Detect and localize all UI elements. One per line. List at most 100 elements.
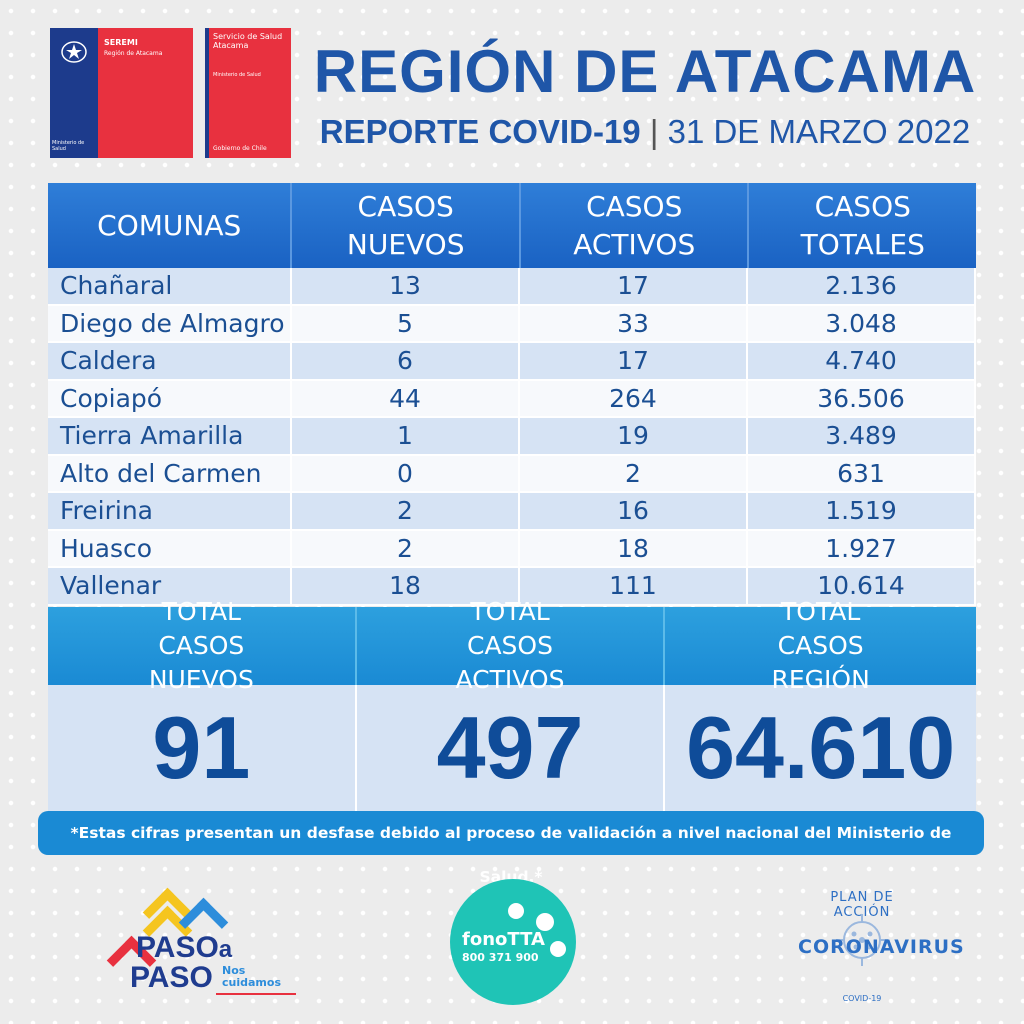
subtitle-separator: | [649, 113, 659, 150]
cell-nuevos: 2 [291, 493, 520, 531]
cell-activos: 33 [519, 305, 748, 343]
total-region-label: TOTAL CASOS REGIÓN [665, 597, 976, 694]
cell-activos: 18 [519, 530, 748, 568]
cell-comuna: Freirina [48, 493, 292, 531]
paso-a-paso-logo: PASOa PASO Nos cuidamos [106, 883, 306, 1003]
cell-nuevos: 2 [291, 530, 520, 568]
servicio-salud-logo: Servicio de Salud Atacama Ministerio de … [205, 28, 291, 158]
servicio-ministry: Ministerio de Salud [213, 72, 261, 78]
table-row: Copiapó 44 264 36.506 [48, 380, 977, 418]
cell-totales: 1.927 [748, 530, 977, 568]
cell-comuna: Diego de Almagro [48, 305, 292, 343]
nos-cuidamos: Nos cuidamos [222, 964, 281, 989]
cell-comuna: Alto del Carmen [48, 455, 292, 493]
paso-line1: PASOa [136, 931, 232, 965]
table-row: Vallenar 18 111 10.614 [48, 568, 977, 606]
cell-totales: 4.740 [748, 343, 977, 381]
cell-nuevos: 6 [291, 343, 520, 381]
person-icon [536, 913, 554, 931]
seremi-region: Región de Atacama [104, 50, 163, 57]
report-subtitle: REPORTE COVID-19 | 31 DE MARZO 2022 [300, 112, 990, 152]
total-nuevos-label-text: TOTAL CASOS NUEVOS [148, 597, 254, 694]
paso-word2: PASO [130, 961, 213, 994]
cell-totales: 36.506 [748, 380, 977, 418]
seremi-title: SEREMI [104, 38, 138, 47]
seremi-ministry: Ministerio de Salud [52, 140, 85, 152]
table-row: Freirina 2 16 1.519 [48, 493, 977, 531]
report-label: REPORTE COVID-19 [319, 113, 641, 150]
cell-comuna: Huasco [48, 530, 292, 568]
seremi-logo: Ministerio de Salud SEREMI Región de Ata… [50, 28, 193, 158]
cell-activos: 16 [519, 493, 748, 531]
header-casos-nuevos: CASOS NUEVOS [292, 183, 521, 268]
cell-activos: 17 [519, 268, 748, 306]
totals-panel: TOTAL CASOS NUEVOS TOTAL CASOS ACTIVOS T… [48, 597, 976, 811]
total-nuevos-label: TOTAL CASOS NUEVOS [48, 597, 357, 694]
cell-totales: 3.489 [748, 418, 977, 456]
fono-number: 800 371 900 [462, 951, 539, 964]
header-casos-nuevos-label: CASOS NUEVOS [346, 189, 465, 261]
table-header: COMUNAS CASOS NUEVOS CASOS ACTIVOS CASOS… [48, 183, 976, 268]
cell-activos: 264 [519, 380, 748, 418]
total-activos-label-text: TOTAL CASOS ACTIVOS [455, 597, 565, 694]
servicio-logo-bar [205, 28, 209, 158]
cell-nuevos: 44 [291, 380, 520, 418]
seremi-logo-red-panel: SEREMI Región de Atacama [98, 28, 193, 158]
total-region-label-text: TOTAL CASOS REGIÓN [771, 597, 870, 694]
cell-activos: 111 [519, 568, 748, 606]
phone-icon [508, 903, 524, 919]
cell-comuna: Tierra Amarilla [48, 418, 292, 456]
cell-comuna: Vallenar [48, 568, 292, 606]
cell-totales: 10.614 [748, 568, 977, 606]
corona-plan: PLAN DE ACCIÓN [830, 890, 894, 920]
cell-nuevos: 0 [291, 455, 520, 493]
cell-activos: 17 [519, 343, 748, 381]
hospital-icon [550, 941, 566, 957]
header-casos-activos-label: CASOS ACTIVOS [573, 189, 696, 261]
header-comunas: COMUNAS [48, 183, 293, 268]
table-row: Diego de Almagro 5 33 3.048 [48, 305, 977, 343]
cell-nuevos: 18 [291, 568, 520, 606]
table-row: Caldera 6 17 4.740 [48, 343, 977, 381]
plan-coronavirus-logo: PLAN DE ACCIÓN CORONAVIRUS COVID-19 [798, 886, 965, 1010]
total-activos-value: 497 [357, 685, 666, 811]
cell-totales: 1.519 [748, 493, 977, 531]
cell-nuevos: 1 [291, 418, 520, 456]
chile-shield-icon [61, 41, 87, 63]
table-row: Chañaral 13 17 2.136 [48, 268, 977, 306]
cell-nuevos: 5 [291, 305, 520, 343]
table-row: Tierra Amarilla 1 19 3.489 [48, 418, 977, 456]
cell-nuevos: 13 [291, 268, 520, 306]
total-nuevos-value: 91 [48, 685, 357, 811]
header-casos-totales: CASOS TOTALES [749, 183, 976, 268]
cell-comuna: Copiapó [48, 380, 292, 418]
cell-comuna: Caldera [48, 343, 292, 381]
cell-totales: 3.048 [748, 305, 977, 343]
cell-totales: 2.136 [748, 268, 977, 306]
corona-covid: COVID-19 [842, 994, 882, 1003]
fono-name: fonoTTA [462, 929, 545, 950]
header-casos-totales-label: CASOS TOTALES [800, 189, 925, 261]
covid-table: COMUNAS CASOS NUEVOS CASOS ACTIVOS CASOS… [48, 183, 977, 606]
corona-word: CORONAVIRUS [798, 936, 965, 958]
report-date: 31 DE MARZO 2022 [667, 113, 971, 150]
servicio-gov: Gobierno de Chile [213, 145, 267, 152]
paso-a: a [218, 936, 233, 963]
totals-header: TOTAL CASOS NUEVOS TOTAL CASOS ACTIVOS T… [48, 597, 976, 694]
cell-activos: 2 [519, 455, 748, 493]
virus-icon [836, 914, 888, 966]
table-row: Alto del Carmen 0 2 631 [48, 455, 977, 493]
total-activos-label: TOTAL CASOS ACTIVOS [357, 597, 666, 694]
page-title: REGIÓN DE ATACAMA [313, 38, 977, 105]
paso-underline [216, 993, 296, 995]
servicio-name: Servicio de Salud Atacama [213, 32, 283, 50]
total-region-value: 64.610 [686, 698, 956, 797]
paso-word1: PASO [136, 931, 219, 964]
fono-tta-logo: fonoTTA 800 371 900 [450, 879, 576, 1005]
cell-totales: 631 [748, 455, 977, 493]
header-casos-activos: CASOS ACTIVOS [521, 183, 750, 268]
table-row: Huasco 2 18 1.927 [48, 530, 977, 568]
disclaimer-note: *Estas cifras presentan un desfase debid… [38, 811, 984, 886]
seremi-logo-blue-panel: Ministerio de Salud [50, 28, 98, 158]
table-body: Chañaral 13 17 2.136 Diego de Almagro 5 33 3.04… [48, 268, 977, 606]
